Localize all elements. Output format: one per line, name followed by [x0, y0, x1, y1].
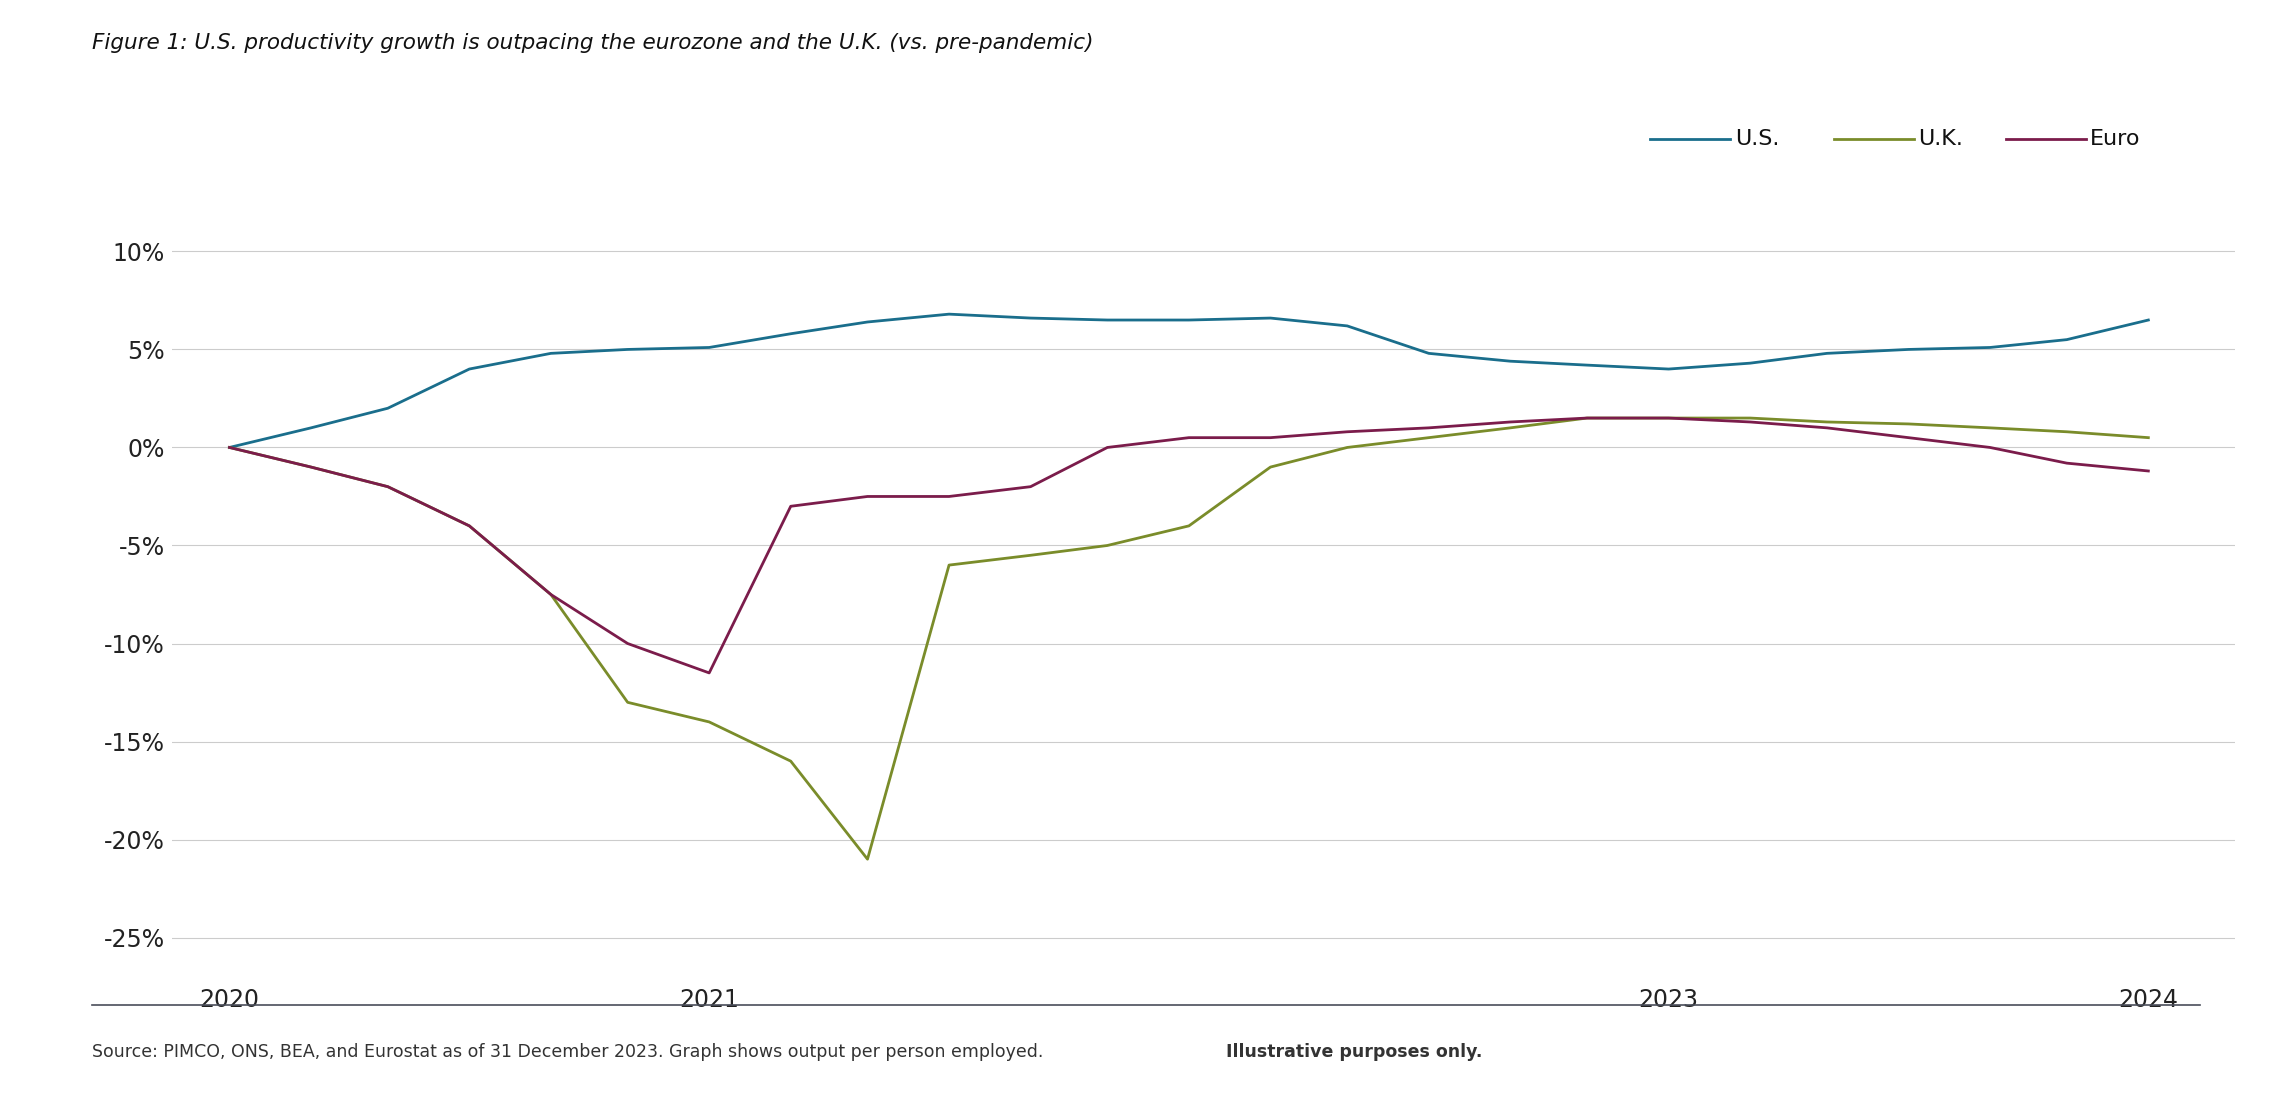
U.S.: [1018, 312, 1045, 325]
U.K.: [1655, 412, 1682, 425]
Euro: [694, 666, 722, 679]
U.S.: [1256, 312, 1284, 325]
U.K.: [1895, 417, 1923, 431]
U.S.: [1497, 354, 1524, 367]
U.K.: [2054, 425, 2081, 438]
U.K.: [1497, 421, 1524, 434]
Euro: [1497, 415, 1524, 428]
U.K.: [1414, 431, 1442, 444]
U.S.: [456, 362, 484, 375]
Euro: [456, 519, 484, 533]
U.S.: [614, 343, 642, 356]
U.K.: [374, 480, 401, 493]
Euro: [374, 480, 401, 493]
U.S.: [1093, 313, 1121, 326]
U.K.: [777, 755, 804, 768]
U.K.: [215, 441, 243, 454]
Euro: [1256, 431, 1284, 444]
U.S.: [1737, 356, 1765, 370]
U.K.: [1334, 441, 1361, 454]
U.K.: [935, 558, 963, 572]
U.K.: [2134, 431, 2161, 444]
U.S.: [777, 327, 804, 341]
U.K.: [536, 588, 564, 602]
U.K.: [1976, 421, 2003, 434]
Euro: [536, 588, 564, 602]
Line: U.S.: U.S.: [229, 314, 2148, 447]
Euro: [1813, 421, 1840, 434]
Euro: [1895, 431, 1923, 444]
U.S.: [1976, 341, 2003, 354]
U.S.: [1176, 313, 1203, 326]
Euro: [1334, 425, 1361, 438]
Text: Source: PIMCO, ONS, BEA, and Eurostat as of 31 December 2023. Graph shows output: Source: PIMCO, ONS, BEA, and Eurostat as…: [92, 1043, 1047, 1061]
U.K.: [1737, 412, 1765, 425]
U.S.: [694, 341, 722, 354]
Euro: [298, 461, 325, 474]
U.S.: [1655, 362, 1682, 375]
Text: Illustrative purposes only.: Illustrative purposes only.: [1226, 1043, 1483, 1061]
U.K.: [1018, 548, 1045, 562]
U.S.: [2054, 333, 2081, 346]
U.S.: [853, 315, 880, 329]
U.S.: [2134, 313, 2161, 326]
Euro: [1176, 431, 1203, 444]
U.K.: [456, 519, 484, 533]
Line: U.K.: U.K.: [229, 418, 2148, 859]
U.S.: [1414, 346, 1442, 360]
Euro: [777, 500, 804, 513]
U.K.: [1176, 519, 1203, 533]
Euro: [935, 490, 963, 503]
Euro: [614, 637, 642, 650]
Euro: [1737, 415, 1765, 428]
Text: U.S.: U.S.: [1735, 129, 1779, 149]
Euro: [1018, 480, 1045, 493]
U.K.: [1572, 412, 1600, 425]
U.K.: [614, 696, 642, 709]
Text: Figure 1: U.S. productivity growth is outpacing the eurozone and the U.K. (vs. p: Figure 1: U.S. productivity growth is ou…: [92, 33, 1093, 53]
U.S.: [935, 307, 963, 321]
U.S.: [215, 441, 243, 454]
U.S.: [1572, 359, 1600, 372]
U.S.: [374, 402, 401, 415]
U.K.: [853, 852, 880, 866]
Euro: [1414, 421, 1442, 434]
Euro: [1655, 412, 1682, 425]
U.S.: [1895, 343, 1923, 356]
U.S.: [536, 346, 564, 360]
U.K.: [298, 461, 325, 474]
Euro: [1572, 412, 1600, 425]
U.K.: [1813, 415, 1840, 428]
Euro: [2134, 464, 2161, 477]
U.S.: [1813, 346, 1840, 360]
U.K.: [694, 715, 722, 728]
U.S.: [1334, 320, 1361, 333]
U.S.: [298, 421, 325, 434]
U.K.: [1256, 461, 1284, 474]
U.K.: [1093, 538, 1121, 552]
Euro: [215, 441, 243, 454]
Euro: [853, 490, 880, 503]
Text: Euro: Euro: [2090, 129, 2141, 149]
Euro: [1093, 441, 1121, 454]
Text: U.K.: U.K.: [1918, 129, 1964, 149]
Line: Euro: Euro: [229, 418, 2148, 673]
Euro: [1976, 441, 2003, 454]
Euro: [2054, 456, 2081, 470]
